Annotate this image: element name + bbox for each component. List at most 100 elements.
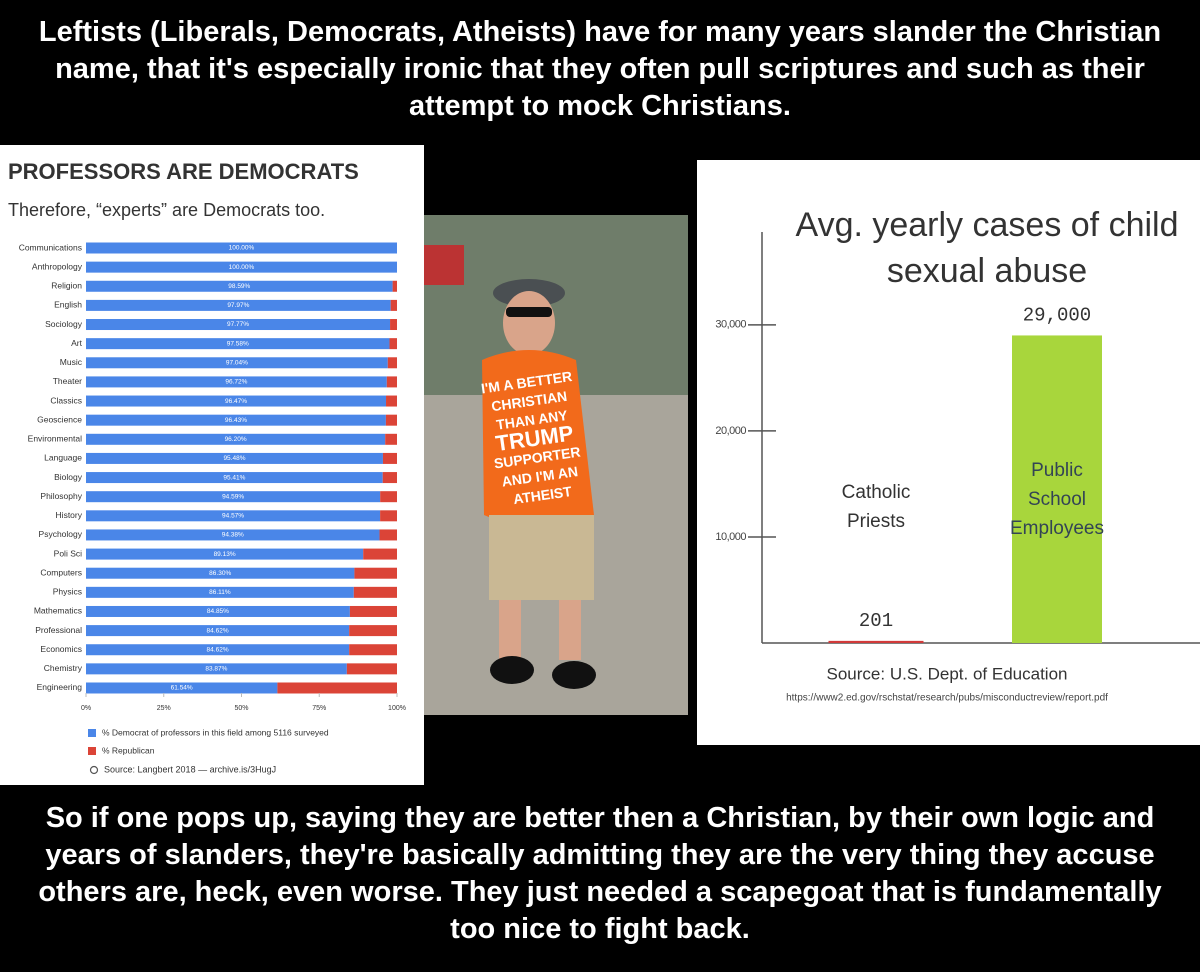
bar-segment [86, 261, 397, 273]
value-label: 84.62% [207, 646, 229, 653]
value-label: 95.48% [223, 455, 245, 462]
category-label: Physics [53, 587, 82, 597]
value-label: 97.97% [227, 302, 249, 309]
bar-segment [390, 299, 397, 311]
value-label: 86.30% [209, 570, 231, 577]
bar-segment [86, 510, 381, 522]
bar-segment [392, 280, 397, 292]
bar-segment [86, 433, 386, 445]
value-label: 98.59% [228, 283, 250, 290]
y-tick-label: 20,000 [715, 425, 746, 437]
bar-segment [386, 376, 397, 388]
bar-segment [86, 548, 364, 560]
bar-segment [86, 663, 347, 675]
bar-segment [387, 357, 397, 369]
legend-swatch [88, 747, 96, 755]
value-label: 96.72% [225, 379, 247, 386]
x-tick-label: 25% [157, 705, 171, 712]
bar-segment [382, 472, 397, 484]
value-label: 96.20% [225, 436, 247, 443]
bar-segment [86, 472, 383, 484]
category-label: Public School Employees [1010, 460, 1104, 539]
bar-segment [86, 338, 390, 350]
bar-segment [353, 586, 397, 598]
bar-segment [385, 414, 397, 426]
category-label: Psychology [39, 529, 83, 539]
bar-segment [389, 338, 397, 350]
bar-segment [86, 319, 391, 331]
value-label: 96.47% [225, 398, 247, 405]
value-label: 97.58% [227, 340, 249, 347]
top-text: Leftists (Liberals, Democrats, Atheists)… [38, 16, 1162, 122]
bar [1012, 335, 1102, 643]
value-label: 100.00% [229, 264, 255, 271]
bar-segment [86, 376, 387, 388]
category-label: History [56, 510, 83, 520]
bar-segment [86, 299, 391, 311]
x-tick-label: 50% [234, 705, 248, 712]
bar-segment [380, 510, 397, 522]
category-label: Mathematics [34, 606, 82, 616]
bar-segment [86, 529, 380, 541]
y-tick-label: 30,000 [715, 319, 746, 331]
bar-segment [86, 586, 354, 598]
category-label: Engineering [37, 682, 83, 692]
right-panel: Avg. yearly cases of child sexual abuse … [697, 160, 1200, 745]
bar [828, 640, 924, 643]
bar-segment [354, 567, 397, 579]
value-label: 29,000 [1023, 304, 1091, 326]
value-label: 61.54% [171, 685, 193, 692]
value-label: 86.11% [209, 589, 231, 596]
value-label: 95.41% [223, 474, 245, 481]
bar-segment [86, 395, 387, 407]
abuse-chart: Source: U.S. Dept. of Education https://… [715, 232, 1200, 704]
bar-segment [86, 567, 355, 579]
legend-label: % Democrat of professors in this field a… [102, 727, 329, 737]
source: Source: U.S. Dept. of Education [827, 664, 1068, 683]
category-label: Sociology [45, 319, 83, 329]
x-tick-label: 100% [388, 705, 406, 712]
professors-chart: PROFESSORS ARE DEMOCRATS Therefore, “exp… [8, 159, 406, 775]
bar-segment [86, 242, 397, 254]
value-label: 201 [859, 610, 893, 632]
value-label: 97.77% [227, 321, 249, 328]
category-label: Art [71, 338, 83, 348]
bar-segment [277, 682, 397, 694]
value-label: 100.00% [229, 245, 255, 252]
value-label: 89.13% [214, 551, 236, 558]
bar-segment [390, 319, 397, 331]
category-label: Religion [51, 281, 82, 291]
category-label: Catholic Priests [841, 482, 911, 532]
category-label: Computers [40, 567, 82, 577]
source: Source: Langbert 2018 — archive.is/3HugJ [104, 764, 276, 774]
bar-segment [86, 280, 393, 292]
category-label: Theater [53, 376, 82, 386]
bar-segment [86, 644, 350, 656]
category-label: Music [60, 357, 83, 367]
chart-title: Avg. yearly cases of child sexual abuse [795, 206, 1179, 290]
bar-segment [346, 663, 397, 675]
bar-segment [349, 625, 397, 637]
chart-title: PROFESSORS ARE DEMOCRATS [8, 159, 359, 184]
category-label: Anthropology [32, 261, 83, 271]
source-url: https://www2.ed.gov/rschstat/research/pu… [786, 693, 1108, 704]
bar-segment [349, 605, 397, 617]
legend-label: % Republican [102, 745, 155, 755]
category-label: Language [44, 453, 82, 463]
legend-swatch [88, 729, 96, 737]
bar-segment [385, 433, 397, 445]
category-label: Classics [50, 395, 82, 405]
bar-segment [380, 491, 397, 503]
category-label: Economics [40, 644, 82, 654]
category-label: Professional [35, 625, 82, 635]
chart-subtitle: Therefore, “experts” are Democrats too. [8, 200, 325, 220]
bar-segment [349, 644, 397, 656]
category-label: Poli Sci [54, 548, 82, 558]
value-label: 97.04% [226, 359, 248, 366]
bar-segment [86, 682, 278, 694]
bar-segment [386, 395, 397, 407]
bottom-text: So if one pops up, saying they are bette… [38, 802, 1162, 945]
bar-segment [379, 529, 397, 541]
